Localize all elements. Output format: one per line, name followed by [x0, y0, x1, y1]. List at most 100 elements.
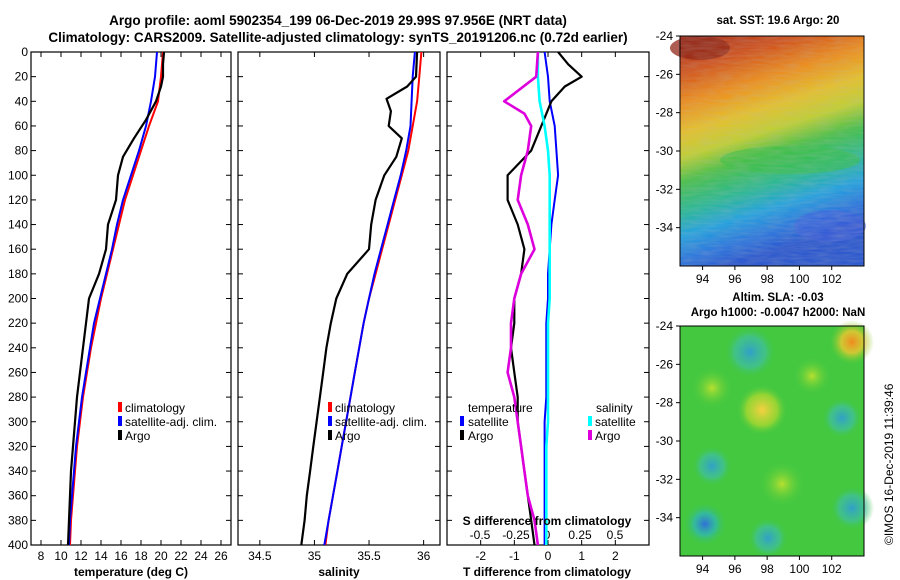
temperature-panel-frame — [30, 51, 232, 546]
y-tick-label: 60 — [15, 119, 29, 133]
sla-low-4 — [830, 486, 874, 530]
series-temperature-satellite — [543, 52, 560, 545]
x-tick-label: 10 — [54, 549, 68, 563]
x-tick-label: -2 — [475, 549, 486, 563]
x-tick-label: 26 — [214, 549, 228, 563]
y-tick-label: 380 — [8, 513, 28, 527]
sla-low-2 — [822, 398, 862, 438]
sst-map — [670, 35, 866, 267]
x-tick-label: 0 — [545, 549, 552, 563]
series-satellite-adj-clim- — [323, 52, 416, 545]
legend-swatch-satellite — [328, 416, 332, 426]
sla-map-axes: -24 -26 -28 -30 -32 -34 94 96 98 100 102 — [656, 319, 842, 576]
salinity-axes: 34.5 35 35.5 36 — [238, 51, 440, 563]
x-tick-label: 34.5 — [248, 549, 272, 563]
legend-title-temperature: temperature — [468, 401, 533, 415]
legend-label-argo: Argo — [335, 429, 361, 443]
x-tick-label: 35.5 — [357, 549, 381, 563]
s-tick-label: 0.25 — [568, 528, 592, 542]
x-tick-label: 20 — [154, 549, 168, 563]
series-salinity-satellite — [536, 52, 551, 545]
sla-map — [679, 320, 874, 558]
x-tick-label: 16 — [114, 549, 128, 563]
legend-swatch-sal-satellite — [588, 416, 592, 426]
legend-swatch-sal-argo — [588, 430, 592, 440]
map-y-tick-label: -32 — [656, 472, 674, 486]
sst-map-axes: -24 -26 -28 -30 -32 -34 94 96 98 100 102 — [656, 29, 842, 286]
s-tick-label: -0.25 — [502, 528, 530, 542]
sla-high-2 — [690, 366, 734, 410]
map-y-tick-label: -32 — [656, 182, 674, 196]
s-difference-label: S difference from climatology — [463, 514, 632, 528]
map-y-tick-label: -26 — [656, 357, 674, 371]
x-tick-label: -1 — [509, 549, 520, 563]
x-tick-label: 24 — [194, 549, 208, 563]
y-tick-label: 140 — [8, 218, 28, 232]
map-y-tick-label: -24 — [656, 319, 674, 333]
series-climatology — [69, 52, 164, 545]
map-x-tick-label: 102 — [822, 272, 842, 286]
s-tick-label: 0.5 — [607, 528, 624, 542]
sla-low-3 — [692, 446, 732, 486]
difference-axes: -2 -1 0 1 2-0.5 -0.25 0 0.25 0.5 — [447, 51, 649, 563]
legend-label-argo: Argo — [125, 429, 151, 443]
sst-texture — [680, 36, 864, 266]
sla-high-1 — [830, 320, 874, 364]
y-tick-label: 180 — [8, 267, 28, 281]
y-tick-label: 200 — [8, 292, 28, 306]
y-tick-label: 20 — [15, 70, 29, 84]
x-tick-label: 36 — [417, 549, 431, 563]
map-y-tick-label: -30 — [656, 144, 674, 158]
y-tick-label: 100 — [8, 168, 28, 182]
difference-series — [502, 52, 583, 545]
map-x-tick-label: 98 — [760, 272, 774, 286]
map-x-tick-label: 96 — [728, 272, 742, 286]
map-y-tick-label: -34 — [656, 511, 674, 525]
temperature-legend: climatology satellite-adj. clim. Argo — [118, 401, 217, 443]
legend-label-temp-argo: Argo — [468, 429, 494, 443]
map-x-tick-label: 98 — [760, 562, 774, 576]
series-argo — [300, 52, 419, 545]
map-y-tick-label: -34 — [656, 221, 674, 235]
salinity-xlabel: salinity — [318, 565, 360, 579]
x-tick-label: 14 — [94, 549, 108, 563]
legend-swatch-temp-argo — [460, 430, 464, 440]
map-x-tick-label: 94 — [696, 562, 710, 576]
legend-swatch-argo — [328, 430, 332, 440]
y-tick-label: 220 — [8, 316, 28, 330]
x-tick-label: 35 — [308, 549, 322, 563]
map-y-tick-label: -28 — [656, 396, 674, 410]
sla-map-title-1: Altim. SLA: -0.03 — [732, 292, 823, 304]
sla-high-4 — [736, 384, 788, 436]
title-line-2: Climatology: CARS2009. Satellite-adjuste… — [48, 30, 627, 45]
sla-low-1 — [724, 326, 776, 378]
difference-legend: temperature salinity satellite Argo sate… — [460, 401, 636, 443]
y-tick-label: 160 — [8, 242, 28, 256]
sla-map-title-2: Argo h1000: -0.0047 h2000: NaN — [691, 307, 866, 319]
y-tick-label: 80 — [15, 144, 29, 158]
s-tick-label: -0.5 — [470, 528, 491, 542]
map-x-tick-label: 96 — [728, 562, 742, 576]
x-tick-label: 2 — [612, 549, 619, 563]
legend-swatch-climatology — [118, 402, 122, 412]
y-tick-label: 400 — [8, 538, 28, 552]
x-tick-label: 18 — [134, 549, 148, 563]
legend-label-satellite: satellite-adj. clim. — [335, 415, 427, 429]
salinity-legend: climatology satellite-adj. clim. Argo — [328, 401, 427, 443]
y-tick-label: 40 — [15, 94, 29, 108]
sla-high-5 — [758, 460, 806, 508]
map-x-tick-label: 100 — [789, 562, 809, 576]
legend-label-satellite: satellite-adj. clim. — [125, 415, 217, 429]
y-tick-label: 300 — [8, 415, 28, 429]
sla-high-3 — [792, 356, 832, 396]
series-salinity-argo — [502, 52, 540, 545]
temperature-series — [66, 52, 166, 545]
salinity-series — [300, 52, 423, 545]
y-tick-label: 120 — [8, 193, 28, 207]
y-tick-label: 340 — [8, 464, 28, 478]
legend-swatch-climatology — [328, 402, 332, 412]
y-tick-label: 0 — [21, 45, 28, 59]
map-y-tick-label: -30 — [656, 434, 674, 448]
temperature-axes: 0 20 40 60 80 100 120 140 160 180 200 220 240 260 280 3… — [8, 45, 231, 563]
